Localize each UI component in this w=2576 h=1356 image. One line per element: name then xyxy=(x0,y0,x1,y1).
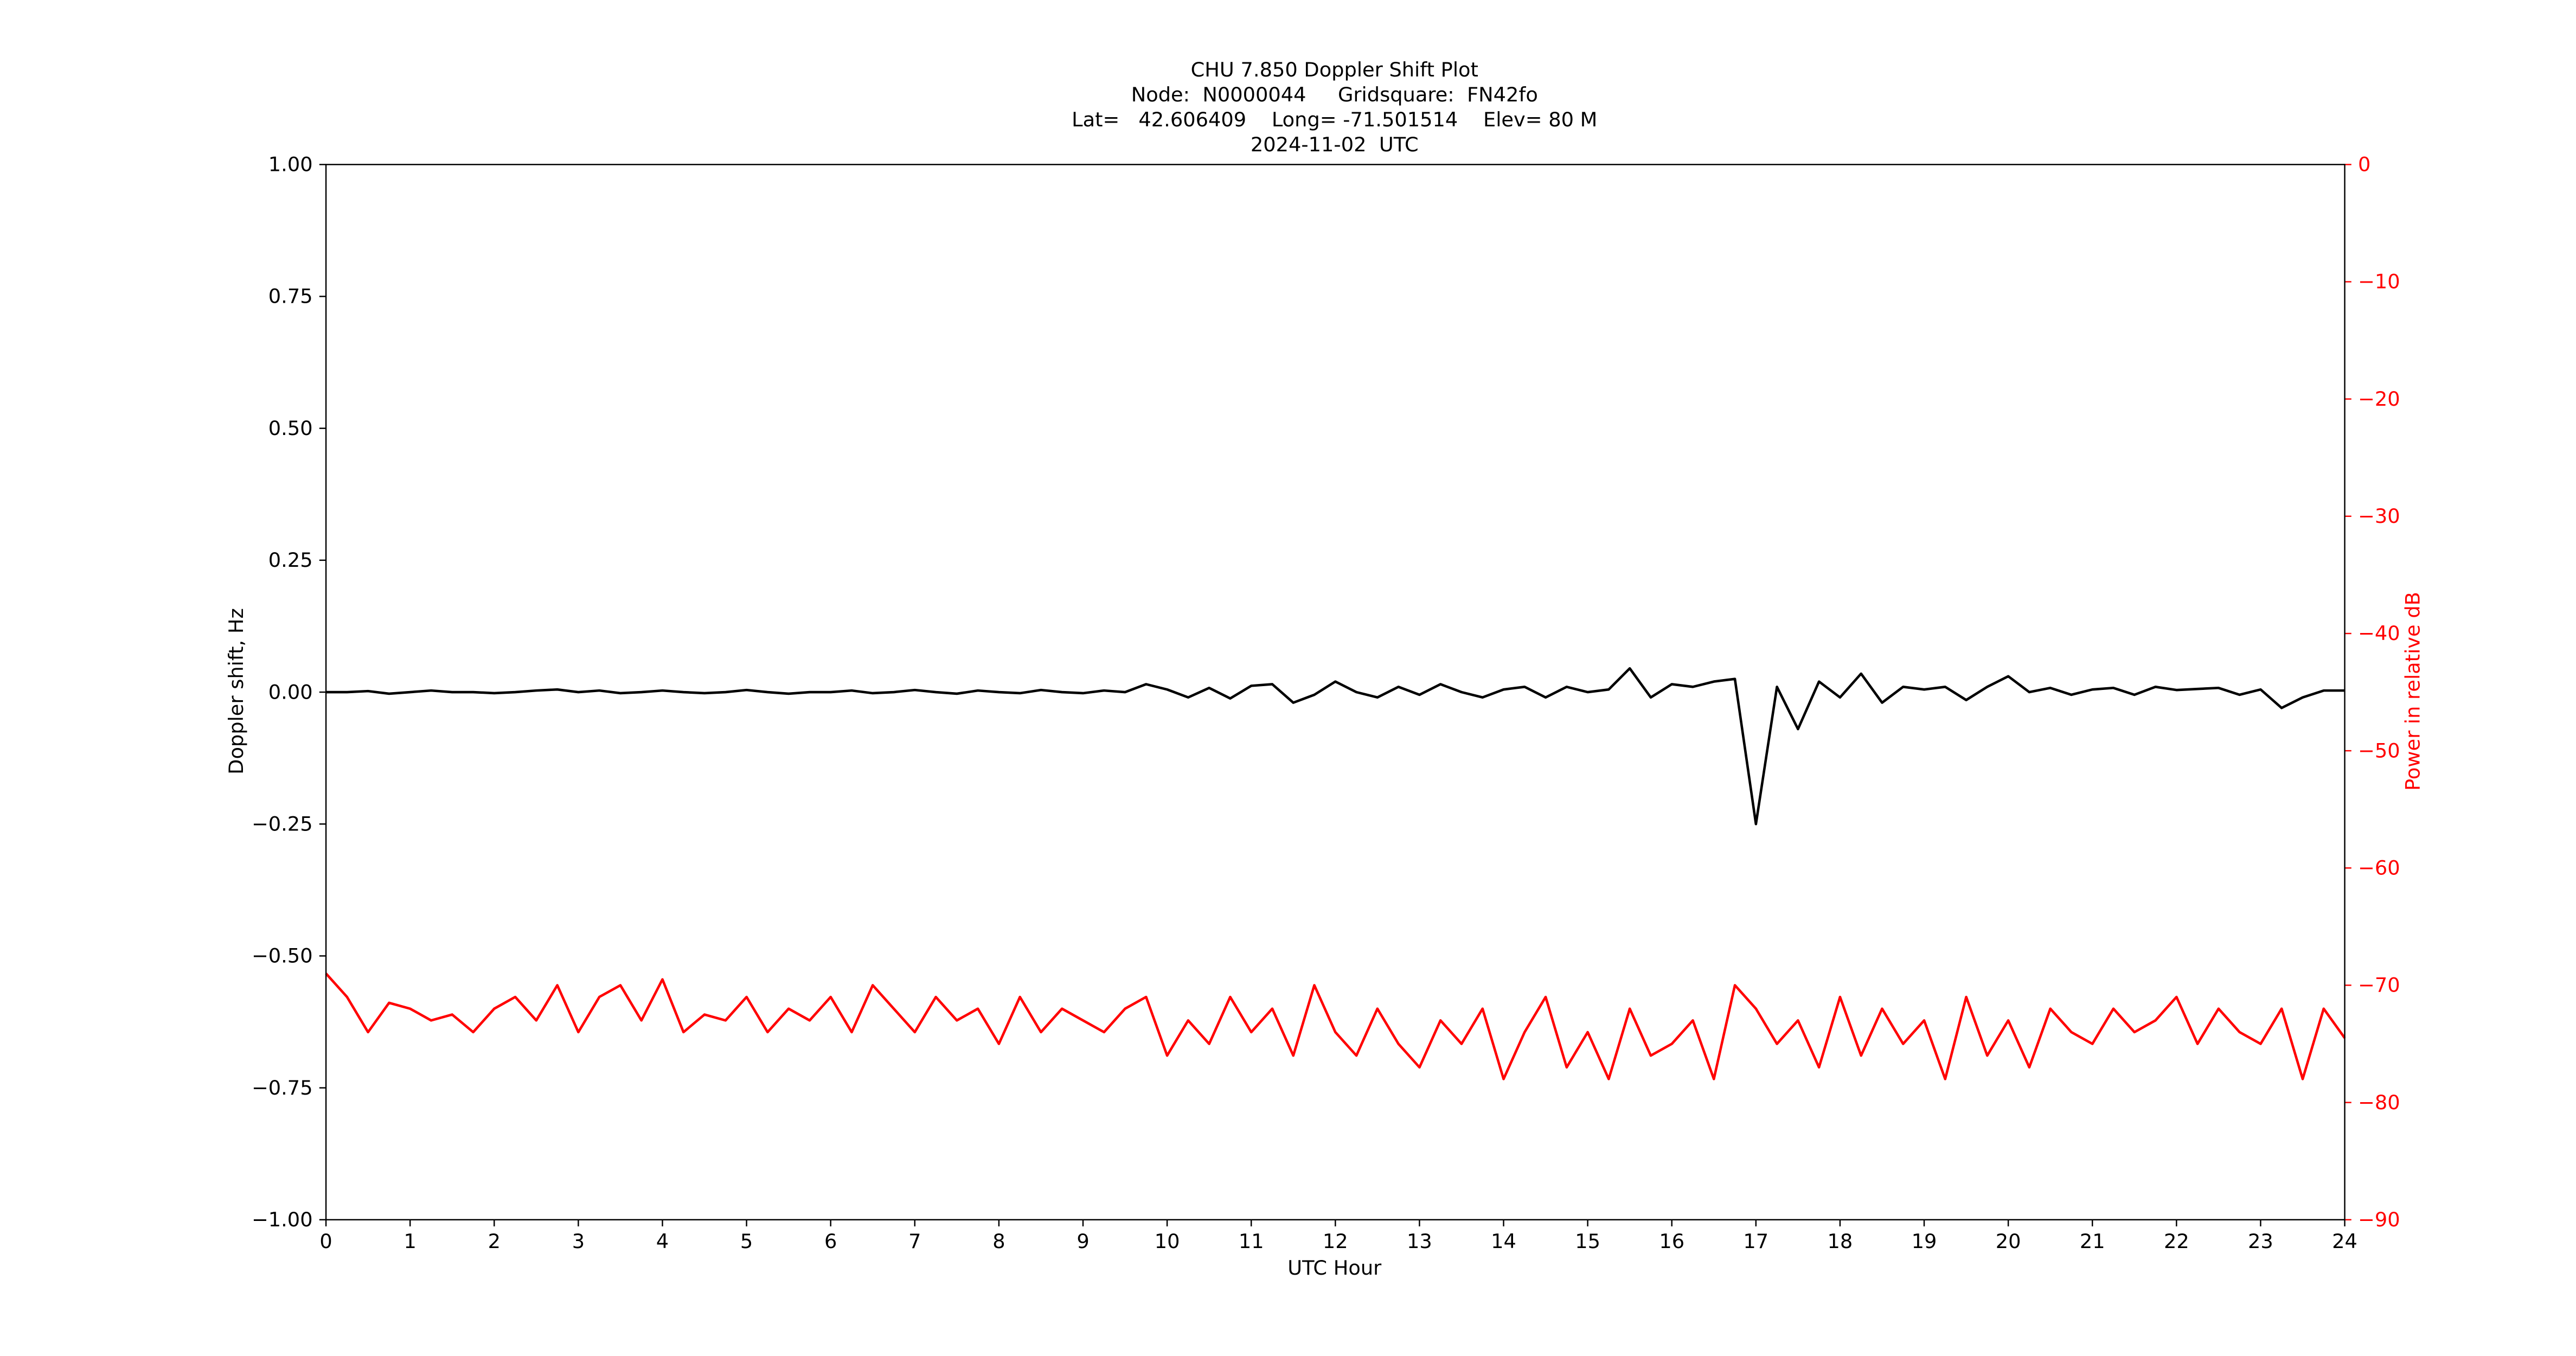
x-tick-label: 20 xyxy=(1996,1230,2021,1253)
y-tick-label: 1.00 xyxy=(268,153,313,176)
x-tick-label: 13 xyxy=(1407,1230,1432,1253)
y-tick-label: −0.75 xyxy=(252,1076,313,1099)
x-tick-label: 21 xyxy=(2080,1230,2105,1253)
y-tick-label: 0.25 xyxy=(268,548,313,572)
y2-tick-label: −10 xyxy=(2358,270,2400,293)
x-axis-label: UTC Hour xyxy=(1287,1256,1382,1280)
y2-tick-label: −80 xyxy=(2358,1091,2400,1114)
y2-tick-label: −40 xyxy=(2358,622,2400,645)
y2-tick-label: −50 xyxy=(2358,739,2400,762)
title-line: Node: N0000044 Gridsquare: FN42fo xyxy=(1131,83,1538,106)
x-tick-label: 5 xyxy=(740,1230,753,1253)
x-tick-label: 12 xyxy=(1323,1230,1348,1253)
x-tick-label: 22 xyxy=(2164,1230,2189,1253)
y-axis-label: Doppler shift, Hz xyxy=(225,608,248,775)
x-tick-label: 14 xyxy=(1491,1230,1516,1253)
y-tick-label: 0.00 xyxy=(268,680,313,703)
x-tick-label: 3 xyxy=(572,1230,585,1253)
y-tick-label: 0.75 xyxy=(268,285,313,308)
x-tick-label: 0 xyxy=(319,1230,332,1253)
y-tick-label: −0.50 xyxy=(252,944,313,968)
x-tick-label: 16 xyxy=(1659,1230,1684,1253)
x-tick-label: 9 xyxy=(1076,1230,1089,1253)
x-tick-label: 19 xyxy=(1912,1230,1937,1253)
x-tick-label: 18 xyxy=(1828,1230,1853,1253)
x-tick-label: 6 xyxy=(824,1230,837,1253)
x-tick-label: 2 xyxy=(488,1230,501,1253)
x-tick-label: 7 xyxy=(908,1230,921,1253)
x-tick-label: 8 xyxy=(992,1230,1005,1253)
series-line xyxy=(325,973,2346,1080)
x-tick-label: 17 xyxy=(1743,1230,1768,1253)
y2-tick-label: −90 xyxy=(2358,1208,2400,1231)
y2-axis-label: Power in relative dB xyxy=(2401,592,2424,791)
x-tick-label: 4 xyxy=(656,1230,669,1253)
title-line: Lat= 42.606409 Long= -71.501514 Elev= 80… xyxy=(1072,108,1597,131)
y2-tick-label: −60 xyxy=(2358,856,2400,880)
y-tick-label: −0.25 xyxy=(252,812,313,835)
y-tick-label: −1.00 xyxy=(252,1208,313,1231)
x-tick-label: 15 xyxy=(1575,1230,1600,1253)
x-tick-label: 1 xyxy=(404,1230,416,1253)
plot-frame xyxy=(325,164,2346,1220)
x-tick-label: 24 xyxy=(2332,1230,2357,1253)
title-line: CHU 7.850 Doppler Shift Plot xyxy=(1191,58,1478,81)
y2-tick-label: −70 xyxy=(2358,974,2400,997)
x-tick-label: 11 xyxy=(1239,1230,1264,1253)
y2-tick-label: 0 xyxy=(2358,153,2370,176)
series-line xyxy=(326,667,2345,826)
y2-tick-label: −30 xyxy=(2358,504,2400,528)
y2-tick-label: −20 xyxy=(2358,387,2400,411)
title-line: 2024-11-02 UTC xyxy=(1251,133,1419,156)
x-tick-label: 23 xyxy=(2248,1230,2273,1253)
x-tick-label: 10 xyxy=(1155,1230,1180,1253)
y-tick-label: 0.50 xyxy=(268,417,313,440)
